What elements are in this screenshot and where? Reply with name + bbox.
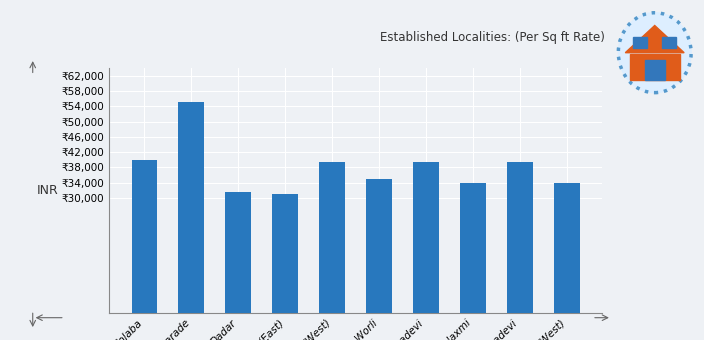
Bar — [413, 162, 439, 313]
Polygon shape — [630, 54, 679, 80]
Bar — [319, 162, 345, 313]
Bar — [132, 160, 157, 313]
Polygon shape — [625, 26, 684, 53]
Bar — [225, 192, 251, 313]
Text: Established Localities: (Per Sq ft Rate): Established Localities: (Per Sq ft Rate) — [380, 31, 605, 44]
Polygon shape — [645, 59, 665, 80]
Bar — [554, 183, 579, 313]
FancyBboxPatch shape — [633, 37, 647, 48]
Bar — [507, 162, 533, 313]
Bar — [272, 194, 298, 313]
Circle shape — [618, 13, 691, 93]
Bar — [178, 102, 204, 313]
FancyBboxPatch shape — [662, 37, 677, 48]
Text: INR: INR — [37, 184, 58, 197]
Bar — [366, 179, 392, 313]
Bar — [460, 183, 486, 313]
